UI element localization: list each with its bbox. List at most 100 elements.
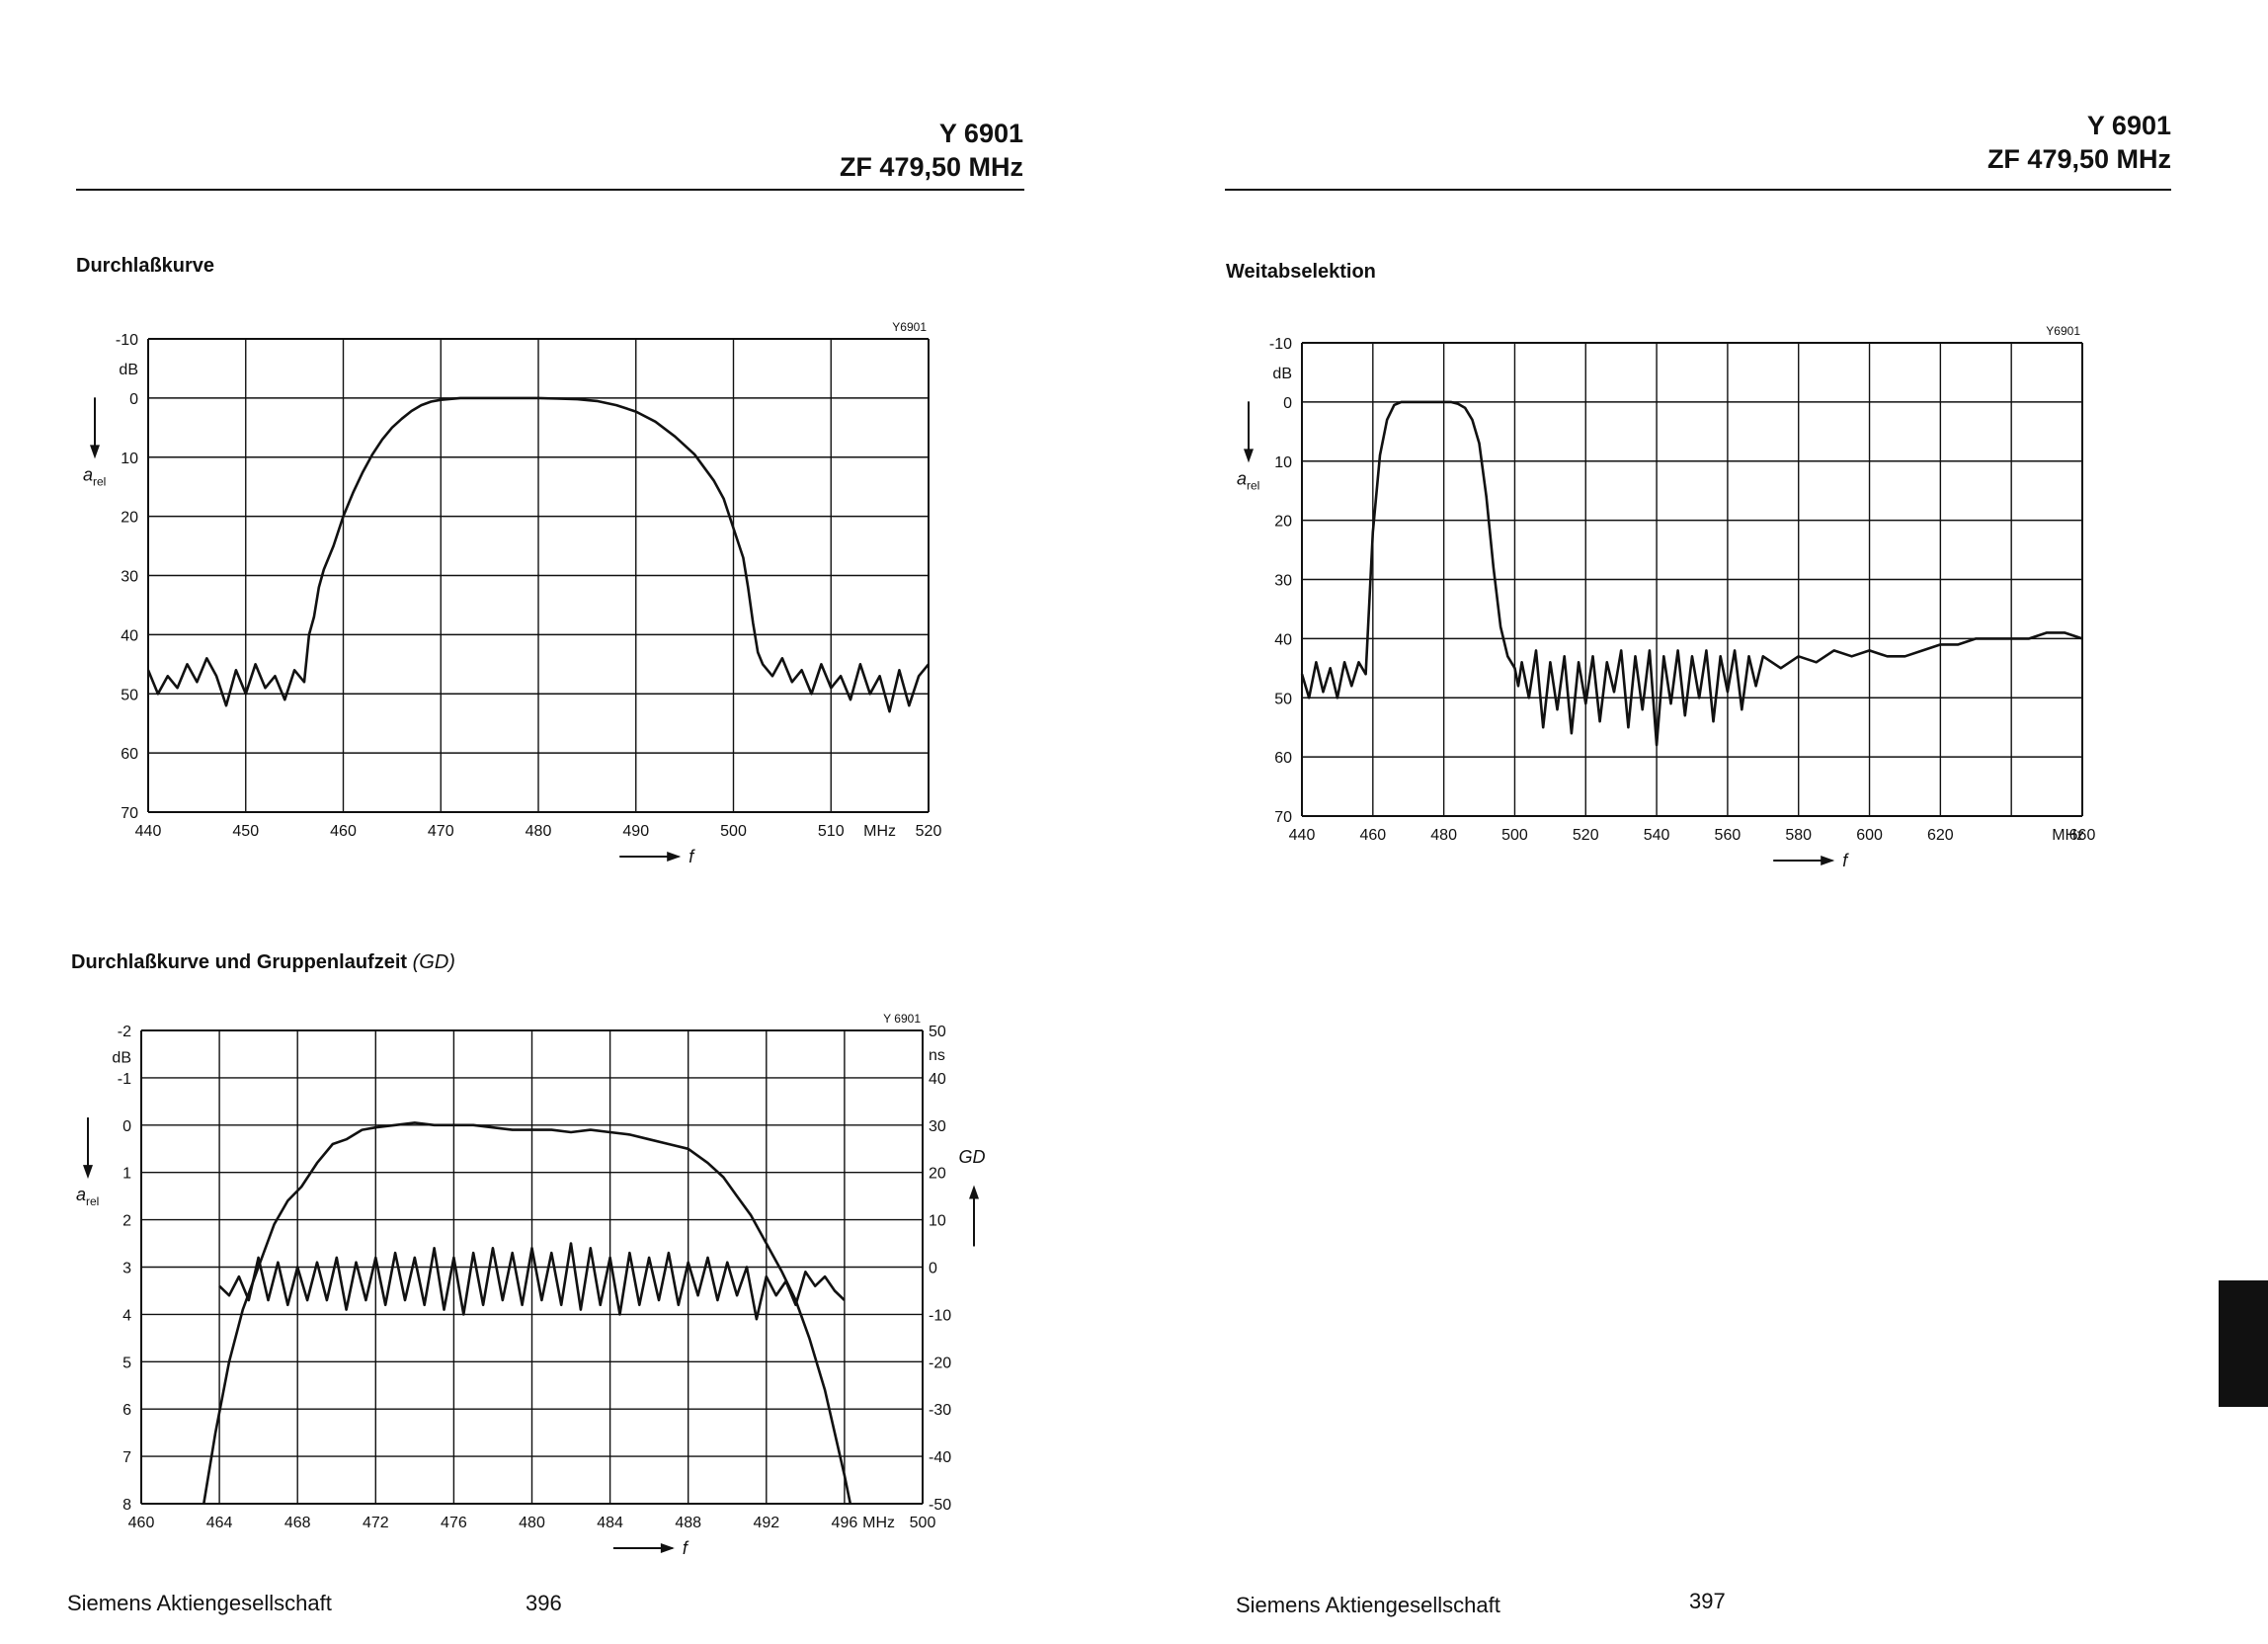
y-tick-label: 4 xyxy=(122,1307,131,1324)
y-axis-title: arel xyxy=(76,1185,99,1208)
y-axis-title-sub: rel xyxy=(93,474,106,488)
figure-tag: Y 6901 xyxy=(883,1012,921,1026)
header-rule xyxy=(76,189,1024,191)
x-tick-label: 460 xyxy=(128,1515,155,1531)
y-axis-title-sub: rel xyxy=(86,1194,99,1208)
y-axis-title: arel xyxy=(83,464,106,488)
x-tick-label: 476 xyxy=(441,1515,467,1531)
y-tick-label: 0 xyxy=(122,1118,131,1135)
x-tick-label: 450 xyxy=(232,823,259,840)
page-left: Y 6901 ZF 479,50 MHz Durchlaßkurve Durch… xyxy=(67,117,1024,1615)
x-tick-label: 440 xyxy=(1289,827,1316,844)
x-tick-label: 492 xyxy=(753,1515,779,1531)
y-unit-label: dB xyxy=(119,362,138,378)
series-line-GD xyxy=(218,1242,846,1321)
thumb-index-tab xyxy=(2219,1280,2268,1407)
y2-axis-title: GD xyxy=(959,1147,986,1167)
y2-axis-arrowhead xyxy=(969,1185,979,1199)
x-tick-label: 460 xyxy=(1359,827,1386,844)
y-axis-title: arel xyxy=(1237,468,1259,492)
y-tick-label: 30 xyxy=(121,569,138,586)
y-tick-label: 1 xyxy=(122,1166,131,1183)
y-tick-label: 20 xyxy=(1274,514,1292,531)
x-tick-label: 496 xyxy=(832,1515,858,1531)
y-tick-label: 10 xyxy=(121,451,138,467)
y-tick-label: 0 xyxy=(129,391,138,408)
x-axis-title: f xyxy=(1842,851,1849,870)
y-tick-label: 2 xyxy=(122,1213,131,1230)
y-tick-label: 70 xyxy=(1274,809,1292,826)
chart-durchlass: 440 450 460 470 480 490 500 510 520 MHz -10 0 10 20 30… xyxy=(83,320,941,866)
x-tick-label: 620 xyxy=(1927,827,1954,844)
header-rule xyxy=(1225,189,2171,191)
y-tick-label: 6 xyxy=(122,1402,131,1419)
y2-tick-label: -10 xyxy=(929,1307,951,1324)
x-tick-label: 490 xyxy=(622,823,649,840)
y-tick-label: 50 xyxy=(121,687,138,703)
x-axis-title: f xyxy=(688,847,695,866)
y-axis-title-sub: rel xyxy=(1247,478,1259,492)
figure-tag: Y6901 xyxy=(2046,324,2080,338)
series-line-curve0 xyxy=(146,396,931,713)
x-axis-arrowhead xyxy=(1821,856,1835,865)
y-tick-label: 60 xyxy=(1274,750,1292,767)
y2-tick-label: 40 xyxy=(929,1071,946,1088)
footer-company: Siemens Aktiengesellschaft xyxy=(67,1591,332,1615)
if-frequency: ZF 479,50 MHz xyxy=(1986,144,2171,174)
y-tick-label: 10 xyxy=(1274,454,1292,471)
y2-tick-label: 0 xyxy=(929,1261,937,1277)
section-title-gd: Durchlaßkurve und Gruppenlaufzeit (GD) xyxy=(71,951,455,973)
y-unit-label: dB xyxy=(1272,366,1292,382)
y-axis-arrowhead xyxy=(83,1165,93,1180)
x-tick-label: 480 xyxy=(526,823,552,840)
page-header: Y 6901 ZF 479,50 MHz xyxy=(840,117,1023,184)
chart-gd: 460 464 468 472 476 480 484 488 492 496 500MHz-2-1… xyxy=(76,1012,986,1558)
series-line-a_rel xyxy=(202,1121,852,1505)
y-tick-label: -10 xyxy=(1269,336,1292,353)
x-tick-label: 500 xyxy=(720,823,747,840)
y-tick-label: 0 xyxy=(1283,395,1292,412)
footer-company: Siemens Aktiengesellschaft xyxy=(1236,1593,1500,1617)
x-axis-arrowhead xyxy=(667,852,682,862)
y-axis-arrowhead xyxy=(1244,449,1254,463)
x-tick-label: 480 xyxy=(1430,827,1457,844)
x-tick-label: 520 xyxy=(916,823,942,840)
x-unit-label: MHz xyxy=(862,1515,895,1531)
x-tick-label: 560 xyxy=(1715,827,1742,844)
page-header: Y 6901 ZF 479,50 MHz xyxy=(1987,109,2171,176)
y-tick-label: 20 xyxy=(121,510,138,527)
x-axis-title: f xyxy=(683,1538,689,1558)
y-tick-label: 7 xyxy=(122,1449,131,1466)
type-number: Y 6901 xyxy=(2086,111,2171,140)
x-unit-label: MHz xyxy=(863,823,896,840)
page-number: 396 xyxy=(526,1591,562,1615)
y2-tick-label: -20 xyxy=(929,1355,951,1371)
section-title-durchlass: Durchlaßkurve xyxy=(76,255,215,277)
y-tick-label: 30 xyxy=(1274,573,1292,590)
x-tick-label: 520 xyxy=(1573,827,1599,844)
y2-tick-label: 30 xyxy=(929,1118,946,1135)
y-tick-label: 5 xyxy=(122,1355,131,1371)
y-tick-label: -10 xyxy=(116,332,138,349)
x-tick-label: 488 xyxy=(675,1515,701,1531)
y-tick-label: 8 xyxy=(122,1497,131,1514)
y-tick-label: 60 xyxy=(121,746,138,763)
y2-tick-label: -30 xyxy=(929,1402,951,1419)
y-axis-arrowhead xyxy=(90,445,100,459)
x-unit-label: MHz xyxy=(2052,827,2084,844)
y2-unit-label: ns xyxy=(929,1047,945,1064)
y-tick-label: 3 xyxy=(122,1261,131,1277)
series-line-curve0 xyxy=(1300,400,2083,747)
x-tick-label: 600 xyxy=(1856,827,1883,844)
page-number: 397 xyxy=(1689,1589,1726,1613)
x-tick-label: 660 xyxy=(2069,827,2096,844)
x-tick-label: 464 xyxy=(206,1515,233,1531)
x-tick-label: 470 xyxy=(428,823,454,840)
y2-tick-label: 10 xyxy=(929,1213,946,1230)
x-tick-label: 472 xyxy=(363,1515,389,1531)
x-tick-label: 580 xyxy=(1785,827,1812,844)
x-tick-label: 440 xyxy=(135,823,162,840)
y-unit-label: dB xyxy=(112,1049,131,1066)
